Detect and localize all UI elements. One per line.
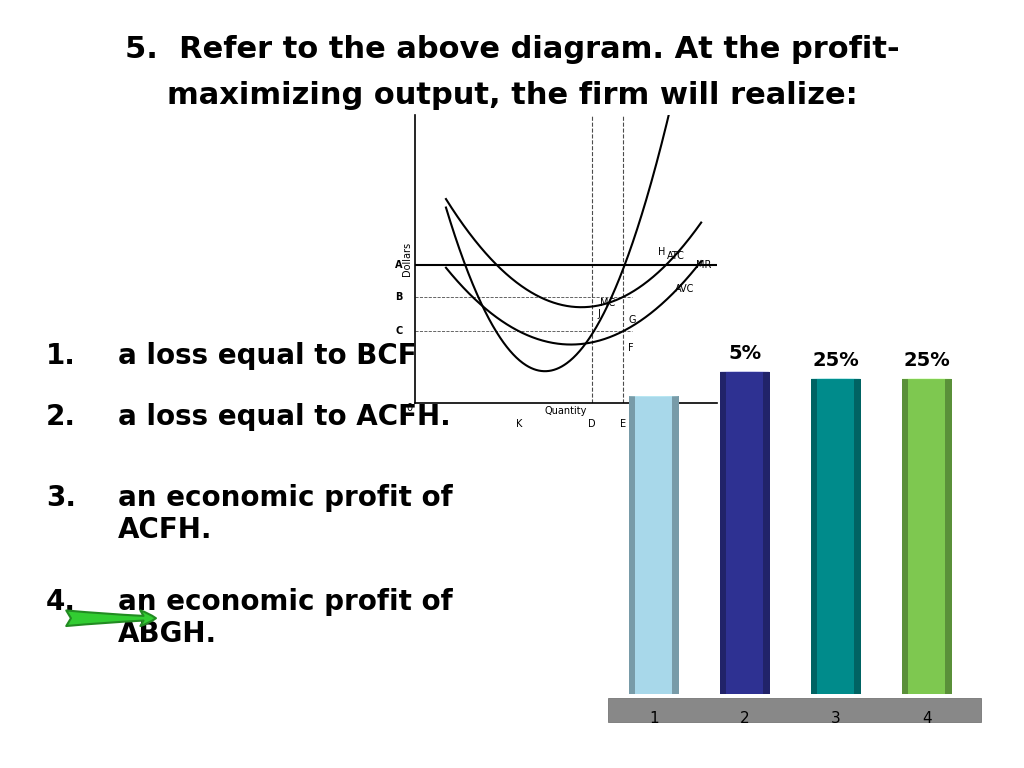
- Text: D: D: [588, 419, 596, 429]
- Text: 5.  Refer to the above diagram. At the profit-: 5. Refer to the above diagram. At the pr…: [125, 35, 899, 65]
- Text: AVC: AVC: [675, 283, 694, 293]
- Text: 25%: 25%: [903, 351, 950, 370]
- Text: ATC: ATC: [668, 251, 685, 261]
- Text: 1: 1: [649, 711, 658, 727]
- Bar: [945, 379, 951, 694]
- Text: MR: MR: [696, 260, 712, 270]
- Bar: [608, 698, 981, 722]
- Bar: [672, 396, 679, 694]
- Text: a loss equal to BCFG.: a loss equal to BCFG.: [118, 342, 450, 369]
- Bar: [854, 379, 861, 694]
- Text: 3.: 3.: [46, 484, 76, 511]
- Bar: [720, 372, 770, 694]
- Text: a loss equal to ACFH.: a loss equal to ACFH.: [118, 403, 451, 431]
- Bar: [629, 396, 679, 694]
- Text: F: F: [629, 343, 634, 353]
- Text: 3: 3: [830, 711, 841, 727]
- Text: 1.: 1.: [46, 342, 76, 369]
- Bar: [763, 372, 770, 694]
- Text: an economic profit of
ACFH.: an economic profit of ACFH.: [118, 484, 453, 545]
- Text: C: C: [395, 326, 402, 336]
- Y-axis label: Dollars: Dollars: [402, 242, 412, 276]
- Text: G: G: [629, 315, 636, 325]
- Text: B: B: [395, 292, 402, 302]
- Bar: [720, 372, 726, 694]
- Text: 2.: 2.: [46, 403, 76, 431]
- Bar: [902, 379, 908, 694]
- Text: K: K: [516, 419, 522, 429]
- Bar: [902, 379, 951, 694]
- Text: A: A: [395, 260, 402, 270]
- Text: E: E: [620, 419, 626, 429]
- Text: MC: MC: [600, 298, 614, 308]
- Bar: [811, 379, 861, 694]
- Text: 4: 4: [922, 711, 932, 727]
- Bar: [629, 396, 635, 694]
- Text: an economic profit of
ABGH.: an economic profit of ABGH.: [118, 588, 453, 648]
- Text: 5%: 5%: [728, 344, 761, 363]
- Text: 2: 2: [740, 711, 750, 727]
- X-axis label: Quantity: Quantity: [545, 406, 587, 416]
- Text: H: H: [657, 247, 665, 257]
- Text: 4.: 4.: [46, 588, 76, 615]
- Bar: [811, 379, 817, 694]
- Text: J: J: [597, 310, 600, 319]
- Text: 25%: 25%: [812, 351, 859, 370]
- Text: maximizing output, the firm will realize:: maximizing output, the firm will realize…: [167, 81, 857, 111]
- Text: 0: 0: [406, 403, 412, 413]
